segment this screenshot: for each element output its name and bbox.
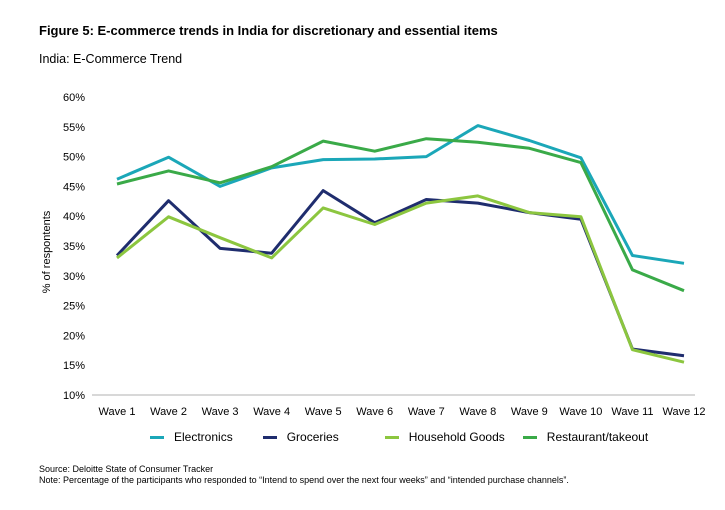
legend-item-household-goods: Household Goods	[384, 430, 505, 444]
series-lines	[115, 124, 685, 364]
y-tick-label: 50%	[63, 152, 85, 164]
legend-swatch-household-goods	[384, 435, 399, 439]
x-tick-label: Wave 11	[611, 406, 653, 418]
x-tick-label: Wave 5	[305, 406, 342, 418]
figure-title: Figure 5: E-commerce trends in India for…	[39, 23, 498, 38]
y-tick-label: 25%	[63, 301, 85, 313]
x-tick-label: Wave 2	[150, 406, 187, 418]
y-tick-label: 35%	[63, 241, 85, 253]
chart-legend: Electronics Groceries Household Goods Re…	[150, 430, 648, 444]
y-axis-tick-labels: 10% 15% 20% 25% 30% 35% 40% 45% 50% 55% 60%	[63, 92, 85, 402]
series-line-restaurant-takeout	[116, 137, 685, 293]
x-tick-label: Wave 12	[662, 406, 705, 418]
y-tick-label: 15%	[63, 360, 85, 372]
y-tick-label: 20%	[63, 330, 85, 342]
x-tick-label: Wave 3	[202, 406, 239, 418]
legend-label-groceries: Groceries	[286, 430, 339, 444]
y-tick-label: 60%	[63, 92, 85, 104]
x-tick-label: Wave 10	[559, 406, 602, 418]
x-tick-label: Wave 6	[356, 406, 393, 418]
legend-label-restaurant-takeout: Restaurant/takeout	[546, 430, 649, 444]
chart-subtitle: India: E-Commerce Trend	[39, 52, 183, 66]
y-tick-label: 45%	[63, 181, 85, 193]
y-axis-title: % of respontents	[41, 210, 53, 293]
y-tick-label: 10%	[63, 390, 85, 402]
x-axis-tick-labels: Wave 1 Wave 2 Wave 3 Wave 4 Wave 5 Wave 6 Wave…	[99, 406, 706, 418]
legend-label-household-goods: Household Goods	[408, 430, 505, 444]
source-note: Source: Deloitte State of Consumer Track…	[39, 464, 214, 474]
legend-swatch-electronics	[150, 435, 164, 439]
legend-label-electronics: Electronics	[174, 430, 233, 444]
figure-footer: Source: Deloitte State of Consumer Track…	[39, 464, 569, 486]
legend-swatch-groceries	[262, 435, 277, 439]
x-tick-label: Wave 4	[253, 406, 290, 418]
y-tick-label: 55%	[63, 122, 85, 134]
x-tick-label: Wave 8	[459, 406, 496, 418]
series-line-household-goods	[116, 194, 685, 364]
legend-item-restaurant-takeout: Restaurant/takeout	[522, 430, 649, 444]
x-tick-label: Wave 9	[511, 406, 548, 418]
x-tick-label: Wave 1	[99, 406, 136, 418]
legend-item-groceries: Groceries	[262, 430, 339, 444]
x-tick-label: Wave 7	[408, 406, 445, 418]
y-tick-label: 30%	[63, 271, 85, 283]
legend-swatch-restaurant-takeout	[522, 435, 537, 439]
y-tick-label: 40%	[63, 211, 85, 223]
legend-item-electronics: Electronics	[150, 430, 233, 444]
footnote: Note: Percentage of the participants who…	[39, 475, 569, 485]
